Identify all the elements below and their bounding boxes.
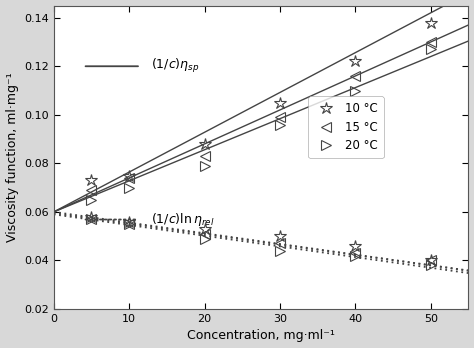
- X-axis label: Concentration, mg·ml⁻¹: Concentration, mg·ml⁻¹: [187, 330, 335, 342]
- Text: $(1/c)\ln\eta_{rel}$: $(1/c)\ln\eta_{rel}$: [151, 211, 215, 228]
- Legend: 10 °C, 15 °C, 20 °C: 10 °C, 15 °C, 20 °C: [309, 96, 384, 158]
- Text: $(1/c)\eta_{sp}$: $(1/c)\eta_{sp}$: [151, 57, 200, 75]
- Y-axis label: Viscosity function, ml·mg⁻¹: Viscosity function, ml·mg⁻¹: [6, 72, 18, 242]
